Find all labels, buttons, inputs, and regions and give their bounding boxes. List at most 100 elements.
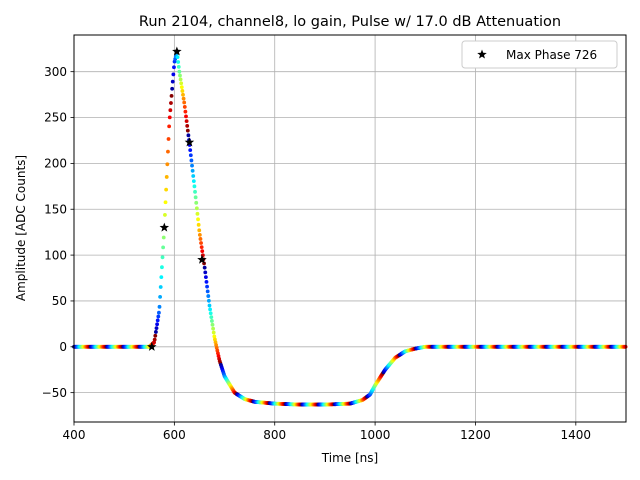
pulse-point: [205, 284, 209, 289]
max-phase-marker: [147, 341, 157, 351]
pulse-point: [176, 64, 181, 69]
pulse-point: [199, 241, 203, 245]
pulse-point: [180, 89, 185, 93]
pulse-point: [197, 232, 202, 237]
pulse-point: [195, 211, 200, 216]
pulse-point: [183, 109, 188, 114]
pulse-point: [189, 158, 194, 163]
legend-star: [477, 49, 487, 59]
pulse-point: [206, 298, 211, 303]
x-tick-label: 1200: [460, 428, 491, 442]
pulse-point: [156, 314, 161, 319]
pulse-point: [188, 153, 193, 158]
max-phase-marker: [172, 46, 182, 56]
pulse-point: [163, 200, 168, 205]
pulse-point: [161, 235, 166, 240]
pulse-point: [157, 304, 162, 309]
grid: [73, 35, 626, 422]
pulse-point: [210, 319, 214, 323]
max-phase-marker: [197, 254, 207, 264]
pulse-point: [168, 108, 173, 113]
plot-frame: [73, 34, 627, 423]
pulse-point: [163, 213, 167, 217]
pulse-point: [186, 133, 191, 138]
pulse-point: [184, 119, 189, 124]
pulse-point: [169, 93, 174, 98]
pulse-point: [207, 303, 212, 308]
pulse-point: [155, 318, 160, 323]
pulse-point: [160, 265, 164, 270]
pulse-point: [194, 200, 199, 205]
pulse-point: [179, 81, 184, 86]
pulse-point: [181, 92, 185, 97]
pulse-point: [164, 175, 169, 179]
pulse-point: [155, 322, 160, 327]
pulse-point: [153, 333, 158, 338]
phase-markers: [147, 46, 207, 351]
pulse-point: [208, 311, 213, 316]
y-tick-label: 300: [44, 65, 67, 79]
pulse-point: [154, 330, 158, 334]
y-tick-label: 150: [44, 202, 67, 216]
x-axis-label: Time [ns]: [321, 451, 378, 465]
pulse-point: [196, 217, 200, 222]
chart-title: Run 2104, channel8, lo gain, Pulse w/ 17…: [139, 14, 561, 30]
pulse-point: [193, 195, 198, 200]
pulse-point: [184, 114, 188, 119]
y-tick-label: 250: [44, 111, 67, 125]
pulse-point: [205, 289, 210, 294]
pulse-point: [196, 222, 201, 227]
legend-box: [461, 40, 618, 69]
y-tick-label: −50: [42, 386, 67, 400]
pulse-point: [190, 168, 195, 173]
pulse-point: [167, 115, 172, 120]
pulse-point: [181, 96, 186, 101]
pulse-point: [209, 315, 214, 319]
y-axis-label: Amplitude [ADC Counts]: [14, 155, 28, 301]
pulse-point: [179, 85, 184, 89]
pulse-point: [194, 206, 199, 211]
pulse-point: [210, 322, 215, 327]
pulse-point: [178, 77, 183, 82]
x-tick-label: 600: [163, 428, 186, 442]
x-tick-label: 400: [63, 428, 86, 442]
pulse-point: [208, 307, 212, 312]
x-tick-label: 800: [263, 428, 286, 442]
pulse-point: [197, 228, 202, 233]
y-tick-label: 50: [52, 294, 67, 308]
pulse-point: [203, 270, 208, 275]
pulse-point: [182, 100, 187, 105]
pulse-point: [171, 72, 176, 77]
pulse-point: [176, 60, 181, 64]
legend: Max Phase 726: [461, 40, 618, 69]
max-phase-marker: [159, 222, 170, 232]
pulse-point: [204, 279, 209, 284]
y-tick-label: 200: [44, 157, 67, 171]
pulse-point: [203, 275, 208, 280]
pulse-point: [172, 65, 176, 70]
pulse-point: [164, 187, 169, 192]
x-tick-label: 1000: [360, 428, 391, 442]
axis-ticks: 400 600 800 1000 1200 1400 −50 0 50 100 150 200 250 3…: [42, 65, 591, 442]
pulse-curve: [72, 50, 628, 407]
pulse-point: [185, 128, 190, 133]
pulse-point: [188, 148, 193, 153]
pulse-point: [167, 124, 172, 129]
pulse-point: [191, 174, 196, 178]
pulse-point: [212, 334, 217, 339]
pulse-point: [182, 105, 187, 109]
pulse-point: [169, 101, 173, 105]
pulse-point: [166, 137, 171, 141]
pulse-point: [193, 189, 197, 194]
pulse-point: [158, 295, 163, 299]
y-tick-label: 0: [59, 340, 67, 354]
y-tick-label: 100: [44, 248, 67, 262]
pulse-point: [190, 163, 194, 168]
pulse-point: [157, 310, 161, 315]
pulse-point: [166, 149, 170, 154]
pulse-point: [178, 73, 182, 78]
pulse-point: [185, 123, 190, 128]
pulse-point: [160, 255, 165, 260]
